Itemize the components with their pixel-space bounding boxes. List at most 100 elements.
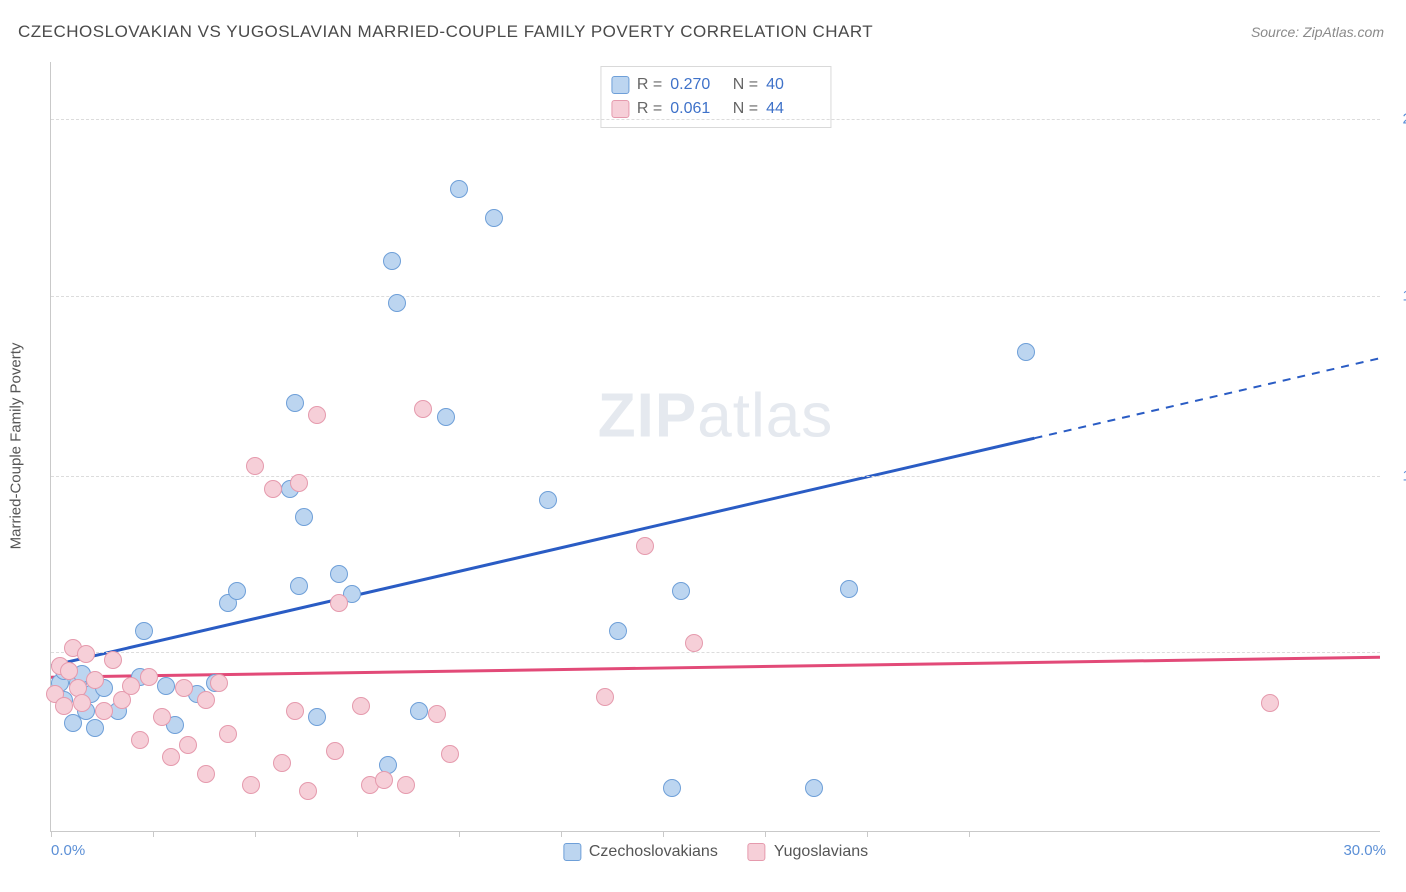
y-axis-title: Married-Couple Family Poverty	[8, 343, 25, 550]
scatter-point	[290, 474, 308, 492]
legend-swatch	[611, 100, 629, 118]
scatter-point	[596, 688, 614, 706]
trend-line	[51, 438, 1034, 666]
x-tick-mark	[765, 831, 766, 837]
scatter-point	[326, 742, 344, 760]
scatter-point	[228, 582, 246, 600]
legend-n-value: 40	[766, 73, 816, 97]
legend-swatch	[748, 843, 766, 861]
scatter-point	[295, 508, 313, 526]
scatter-point	[86, 719, 104, 737]
scatter-point	[73, 694, 91, 712]
scatter-point	[286, 702, 304, 720]
grid-line	[51, 119, 1380, 120]
watermark-light: atlas	[697, 381, 833, 450]
scatter-point	[428, 705, 446, 723]
scatter-point	[299, 782, 317, 800]
scatter-point	[246, 457, 264, 475]
scatter-point	[179, 736, 197, 754]
chart-title: CZECHOSLOVAKIAN VS YUGOSLAVIAN MARRIED-C…	[18, 22, 873, 42]
x-tick-max: 30.0%	[1343, 842, 1386, 859]
scatter-point	[286, 394, 304, 412]
scatter-point	[157, 677, 175, 695]
x-tick-mark	[867, 831, 868, 837]
scatter-point	[104, 651, 122, 669]
legend-row: R = 0.061 N = 44	[611, 97, 816, 121]
scatter-point	[242, 776, 260, 794]
scatter-point	[805, 779, 823, 797]
scatter-point	[140, 668, 158, 686]
scatter-point	[153, 708, 171, 726]
watermark-bold: ZIP	[598, 381, 697, 450]
grid-line	[51, 652, 1380, 653]
scatter-point	[308, 708, 326, 726]
grid-line	[51, 296, 1380, 297]
scatter-point	[290, 577, 308, 595]
scatter-point	[840, 580, 858, 598]
scatter-point	[388, 294, 406, 312]
scatter-point	[672, 582, 690, 600]
legend-n-value: 44	[766, 97, 816, 121]
scatter-point	[1261, 694, 1279, 712]
legend-r-label: R =	[637, 73, 662, 97]
scatter-point	[264, 480, 282, 498]
plot-area: ZIPatlas R =0.270 N =40R =0.061 N =44 Cz…	[50, 62, 1380, 832]
scatter-point	[352, 697, 370, 715]
series-legend-label: Yugoslavians	[774, 843, 868, 861]
scatter-point	[539, 491, 557, 509]
legend-r-value: 0.061	[670, 97, 720, 121]
y-tick-label: 12.5%	[1390, 467, 1406, 484]
x-tick-mark	[459, 831, 460, 837]
scatter-point	[330, 565, 348, 583]
grid-line	[51, 476, 1380, 477]
scatter-point	[414, 400, 432, 418]
scatter-point	[77, 645, 95, 663]
series-legend-label: Czechoslovakians	[589, 843, 718, 861]
scatter-point	[197, 765, 215, 783]
scatter-point	[330, 594, 348, 612]
scatter-point	[95, 702, 113, 720]
legend-swatch	[611, 76, 629, 94]
series-legend-item: Yugoslavians	[748, 843, 868, 861]
watermark: ZIPatlas	[598, 380, 833, 451]
scatter-point	[410, 702, 428, 720]
x-tick-min: 0.0%	[51, 842, 85, 859]
scatter-point	[60, 662, 78, 680]
y-tick-label: 6.3%	[1390, 644, 1406, 661]
scatter-point	[210, 674, 228, 692]
scatter-point	[397, 776, 415, 794]
scatter-point	[1017, 343, 1035, 361]
scatter-point	[450, 180, 468, 198]
scatter-point	[273, 754, 291, 772]
scatter-point	[383, 252, 401, 270]
scatter-point	[375, 771, 393, 789]
x-tick-mark	[51, 831, 52, 837]
scatter-point	[441, 745, 459, 763]
series-legend-item: Czechoslovakians	[563, 843, 718, 861]
legend-r-label: R =	[637, 97, 662, 121]
x-tick-mark	[153, 831, 154, 837]
scatter-point	[86, 671, 104, 689]
scatter-point	[219, 725, 237, 743]
y-tick-label: 18.8%	[1390, 287, 1406, 304]
scatter-point	[437, 408, 455, 426]
scatter-point	[122, 677, 140, 695]
source-attribution: Source: ZipAtlas.com	[1251, 24, 1384, 40]
trend-line-dashed	[1034, 358, 1380, 438]
scatter-point	[197, 691, 215, 709]
x-tick-mark	[969, 831, 970, 837]
legend-n-label: N =	[728, 97, 758, 121]
chart-container: CZECHOSLOVAKIAN VS YUGOSLAVIAN MARRIED-C…	[0, 0, 1406, 892]
legend-swatch	[563, 843, 581, 861]
legend-row: R =0.270 N =40	[611, 73, 816, 97]
scatter-point	[131, 731, 149, 749]
scatter-point	[609, 622, 627, 640]
scatter-point	[685, 634, 703, 652]
scatter-point	[55, 697, 73, 715]
x-tick-mark	[255, 831, 256, 837]
x-tick-mark	[663, 831, 664, 837]
scatter-point	[162, 748, 180, 766]
x-tick-mark	[561, 831, 562, 837]
trend-line	[51, 657, 1380, 677]
x-tick-mark	[357, 831, 358, 837]
